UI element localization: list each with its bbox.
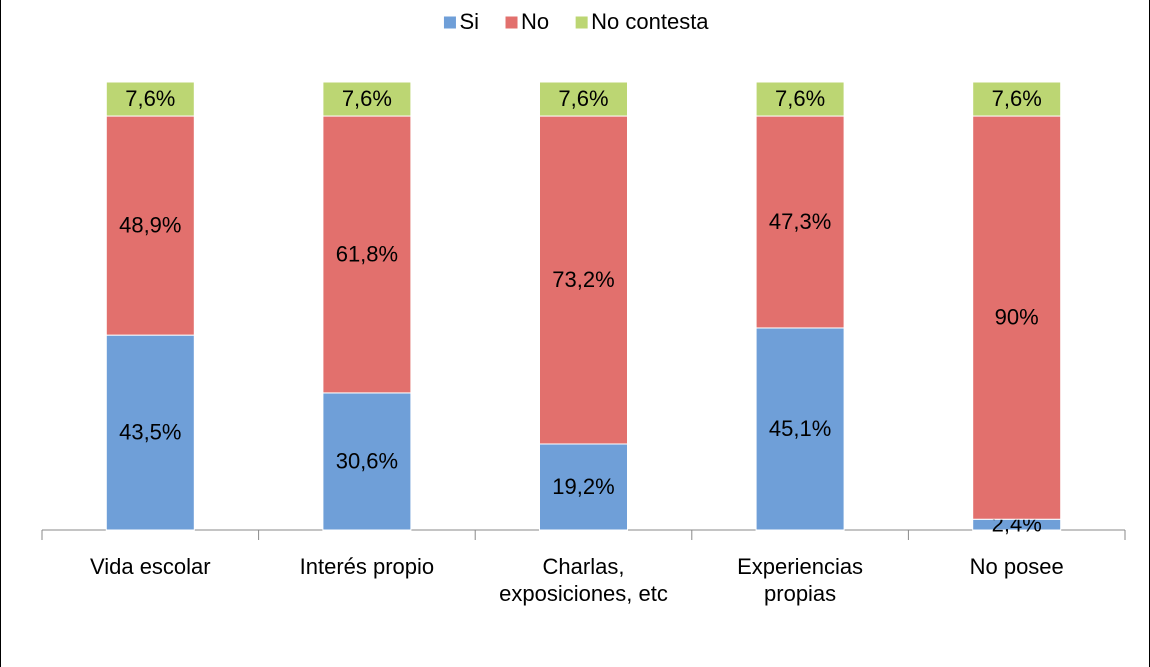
legend-swatch <box>504 15 519 30</box>
legend-label: No <box>521 9 549 34</box>
data-label: 61,8% <box>336 241 398 266</box>
data-label: 7,6% <box>125 86 175 111</box>
bar-segment <box>539 81 628 117</box>
data-label: 7,6% <box>992 86 1042 111</box>
bar-segment <box>755 81 845 117</box>
legend-swatch <box>574 15 589 30</box>
bar-segment <box>322 81 412 117</box>
x-tick-label: No posee <box>969 554 1064 579</box>
legend-label: Si <box>459 9 479 34</box>
data-label: 7,6% <box>775 86 825 111</box>
bar-segment <box>322 392 412 531</box>
x-tick-label: Experiencias propias <box>737 554 864 606</box>
legend-label: No contesta <box>591 9 709 34</box>
data-label: 43,5% <box>119 419 181 444</box>
data-label: 45,1% <box>769 416 831 441</box>
x-tick-label: Vida escolar <box>89 554 211 579</box>
bar-segment <box>105 115 195 336</box>
data-label: 47,3% <box>769 209 831 234</box>
data-label: 48,9% <box>119 212 181 237</box>
bar-segment <box>972 115 1062 520</box>
x-tick-label: Charlas, exposiciones, etc <box>499 554 668 606</box>
data-label: 73,2% <box>552 267 614 292</box>
data-label: 7,6% <box>342 86 392 111</box>
bar-segment <box>322 115 412 394</box>
data-label: 30,6% <box>336 448 398 473</box>
legend-swatch <box>442 15 457 30</box>
x-tick-label: Interés propio <box>299 554 435 579</box>
bar-segment <box>972 81 1062 117</box>
data-label: 90% <box>995 304 1039 329</box>
bar-segment <box>755 115 845 329</box>
bar-segment <box>105 81 195 117</box>
bar-segment <box>105 334 195 531</box>
bar-segment <box>539 115 628 445</box>
bar-segment <box>539 443 628 531</box>
data-label: 7,6% <box>558 86 608 111</box>
data-label: 19,2% <box>552 474 614 499</box>
